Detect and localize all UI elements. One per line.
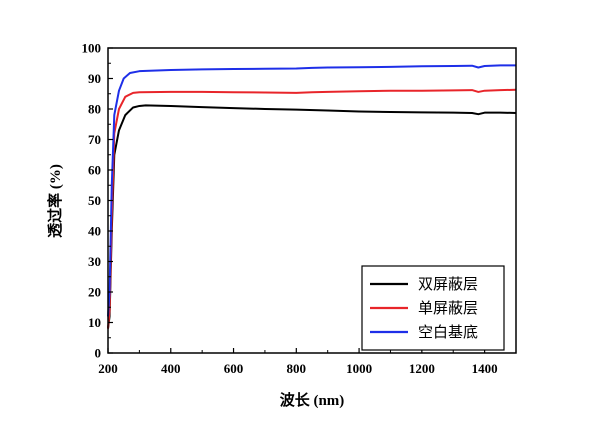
x-tick-label: 400 [161,361,181,376]
y-axis-title: 透过率 (%) [46,164,64,238]
x-tick-label: 1000 [346,361,372,376]
x-tick-label: 200 [98,361,118,376]
y-tick-label: 0 [95,346,102,361]
legend-box [361,265,505,351]
y-tick-label: 20 [88,285,101,300]
series-layer [107,64,517,329]
y-tick-label: 70 [88,132,101,147]
series-line-0 [107,104,517,329]
series-line-1 [107,88,517,329]
y-tick-label: 30 [88,254,101,269]
y-tick-label: 100 [82,41,102,56]
series-line-2 [107,64,516,317]
x-tick-label: 1200 [409,361,435,376]
x-tick-label: 800 [287,361,307,376]
y-tick-label: 50 [88,193,101,208]
x-tick-label: 600 [224,361,244,376]
x-axis-title: 波长 (nm) [280,391,345,409]
legend-label-2: 空白基底 [418,324,478,341]
y-tick-label: 80 [88,102,101,117]
y-tick-label: 40 [88,224,101,239]
y-tick-label: 10 [88,315,101,330]
y-tick-label: 60 [88,163,101,178]
legend-label-0: 双屏蔽层 [418,276,478,293]
legend-label-1: 单屏蔽层 [418,300,478,317]
axes-layer: 200 400 600 800 1000 1200 1400 0 10 20 30 40 50 60 70 8… [82,41,517,376]
x-tick-label: 1400 [472,361,498,376]
y-tick-label: 90 [88,71,101,86]
